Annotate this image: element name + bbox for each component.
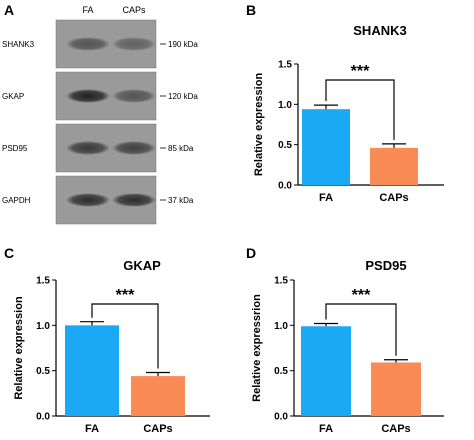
significance-label: *** [351,63,370,80]
panel-label-d: D [246,245,257,261]
blot-band-caps [112,193,156,207]
y-tick-label: 1.0 [274,321,288,332]
x-tick-label-fa: FA [319,423,333,435]
bar-caps [131,376,185,416]
y-tick-label: 1.0 [278,100,292,111]
y-tick-label: 0.0 [278,181,292,192]
bar-fa [65,325,119,416]
bar-caps [371,362,421,416]
chart-title: SHANK3 [353,23,406,38]
y-axis-label: Relative expressrion [251,294,263,402]
blot-row-psd95: PSD95 85 kDa [2,123,194,173]
y-tick-label: 1.5 [278,60,292,71]
y-tick-label: 0.0 [36,412,50,423]
blot-marker-label: 190 kDa [168,40,198,49]
blot-marker-label: 120 kDa [168,92,198,101]
significance-label: *** [116,287,135,304]
significance-bracket [325,79,395,140]
y-axis-label: Relative expression [253,73,265,177]
blot-protein-label: GKAP [2,92,24,101]
panel-label-c: C [4,245,15,261]
blot-band-fa [66,193,110,207]
blot-row-gkap: GKAP 120 kDa [2,71,198,121]
y-tick-label: 1.5 [36,276,50,287]
panel-label-b: B [246,2,257,18]
y-tick-label: 0.5 [36,366,50,377]
western-blot: FA CAPs SHANK3 190 kDa GKAP 120 kDa PSD95 85 k… [2,5,198,225]
blot-band-caps [112,141,156,155]
blot-band-fa [66,89,110,103]
bar-fa [302,109,350,185]
blot-marker-label: 85 kDa [168,144,194,153]
significance-bracket [91,303,159,369]
blot-marker-label: 37 kDa [168,196,194,205]
chart-title: GKAP [123,258,161,273]
x-tick-label-caps: CAPs [143,423,172,435]
blot-protein-label: SHANK3 [2,40,35,49]
x-tick-label-caps: CAPs [381,423,410,435]
blot-band-fa [66,141,110,155]
bar-caps [370,147,418,185]
y-tick-label: 1.0 [36,321,50,332]
blot-row-gapdh: GAPDH 37 kDa [2,175,194,225]
y-tick-label: 0.5 [274,366,288,377]
y-axis-label: Relative expression [13,296,25,400]
y-tick-label: 0.5 [278,140,292,151]
x-tick-label-fa: FA [85,423,99,435]
chart-title: PSD95 [365,258,406,273]
bar-fa [301,326,351,416]
x-tick-label-fa: FA [319,192,333,204]
blot-row-shank3: SHANK3 190 kDa [2,19,198,69]
gkap-bar-chart: GKAP Relative expression 0.0 0.5 1.0 1.5 FA CAP… [13,258,210,435]
x-tick-label-caps: CAPs [379,192,408,204]
significance-label: *** [352,287,371,304]
blot-band-caps [112,37,156,51]
y-tick-label: 1.5 [274,276,288,287]
lane-label-fa: FA [82,5,93,15]
blot-band-fa [66,37,110,51]
panel-label-a: A [4,2,15,18]
psd95-bar-chart: PSD95 Relative expressrion 0.0 0.5 1.0 1.5 FA C… [251,258,444,435]
blot-band-caps [112,89,156,103]
shank3-bar-chart: SHANK3 Relative expression 0.0 0.5 1.0 1.5 FA C… [253,23,444,204]
y-tick-label: 0.0 [274,412,288,423]
blot-protein-label: GAPDH [2,196,31,205]
blot-protein-label: PSD95 [2,144,28,153]
lane-label-caps: CAPs [122,5,146,15]
significance-bracket [325,303,397,356]
